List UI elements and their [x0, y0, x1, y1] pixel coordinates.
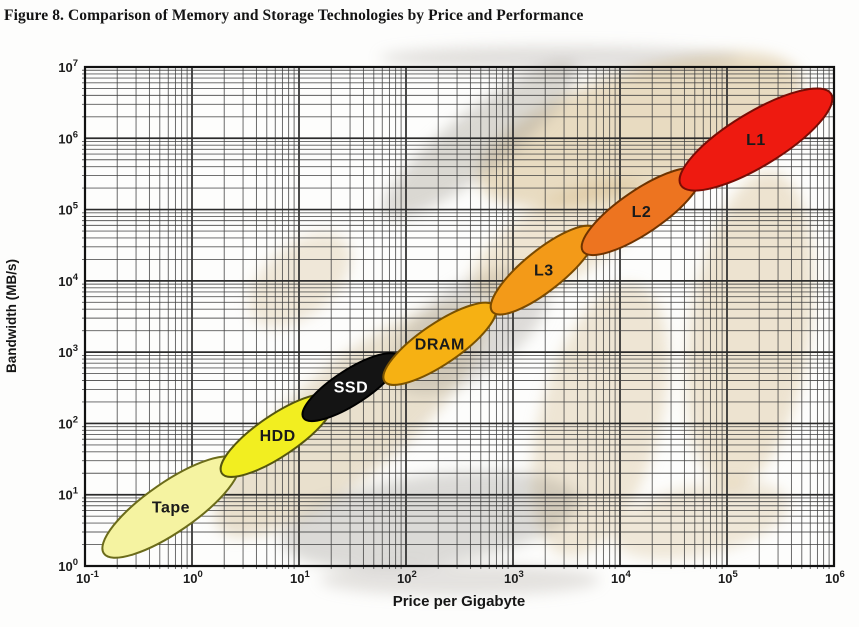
- y-tick-label: 103: [58, 343, 78, 360]
- label-hdd: HDD: [260, 428, 296, 445]
- y-tick-label: 107: [58, 58, 78, 75]
- label-l2: L2: [632, 204, 652, 221]
- plot-border: [83, 65, 836, 568]
- y-tick-label: 104: [58, 272, 78, 289]
- x-tick-label: 104: [611, 569, 631, 586]
- y-tick-label: 101: [58, 486, 78, 503]
- y-tick-label: 102: [58, 414, 78, 431]
- y-tick-label: 105: [58, 201, 78, 218]
- label-ssd: SSD: [334, 380, 368, 397]
- x-axis-title: Price per Gigabyte: [393, 593, 526, 610]
- label-tape: Tape: [152, 500, 190, 517]
- x-tick-label: 100: [183, 569, 203, 586]
- technology-ellipses: Tape HDD SSD DRAM L3 L2 L1: [101, 87, 834, 559]
- label-l1: L1: [746, 132, 766, 149]
- y-tick-label: 106: [58, 129, 78, 146]
- x-tick-label: 105: [718, 569, 738, 586]
- figure-title: Figure 8. Comparison of Memory and Stora…: [4, 7, 584, 24]
- y-axis-title: Bandwidth (MB/s): [4, 259, 19, 373]
- label-l3: L3: [534, 263, 554, 280]
- x-tick-label: 101: [290, 569, 310, 586]
- x-tick-label: 103: [504, 569, 524, 586]
- x-tick-label: 102: [397, 569, 417, 586]
- ellipse-l1: [678, 87, 834, 192]
- x-tick-label: 106: [825, 569, 845, 586]
- label-dram: DRAM: [415, 336, 465, 353]
- y-tick-label: 100: [58, 557, 78, 574]
- x-tick-label: 10-1: [76, 569, 100, 586]
- plot-frame: [83, 65, 836, 568]
